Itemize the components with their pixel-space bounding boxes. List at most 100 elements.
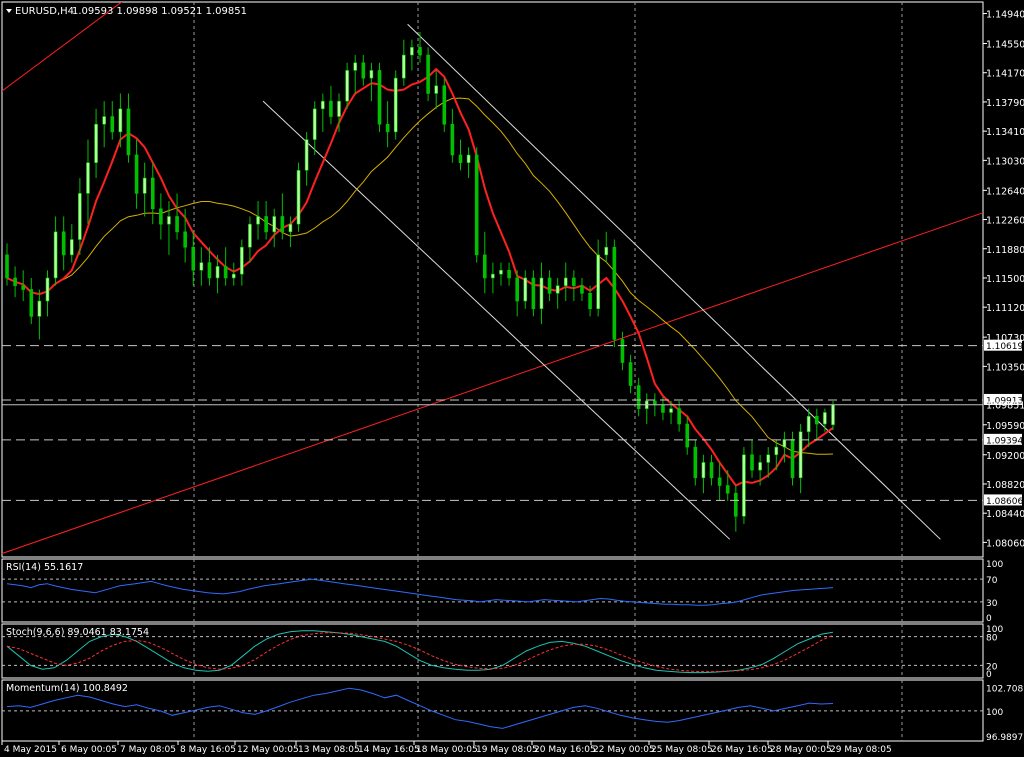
candle-body	[523, 277, 528, 302]
candle-body	[175, 216, 179, 233]
time-tick-label: 29 May 08:05	[830, 745, 892, 755]
ohlc-label: 1.09593 1.09898 1.09521 1.09851	[72, 6, 247, 17]
candle-body	[393, 77, 398, 133]
candle-body	[442, 85, 447, 125]
candle-body	[256, 216, 260, 225]
horizontal-levels[interactable]: 1.10619 1.09913 1.09394 1.08606 1.09851	[2, 339, 1024, 507]
indicator-tick-label: 30	[986, 599, 998, 609]
candle-body	[734, 492, 738, 517]
candle-body	[61, 231, 66, 256]
indicator-tick-label: 100	[986, 560, 1003, 570]
candle-body	[620, 339, 625, 363]
price-tick-label: 1.09590	[986, 421, 1024, 432]
time-tick-label: 18 May 00:05	[416, 745, 478, 755]
candle-body	[45, 277, 50, 302]
dropdown-arrow-icon[interactable]	[6, 9, 12, 13]
candle-body	[798, 431, 803, 479]
level-tag-label: 1.10619	[986, 342, 1023, 352]
candle-body	[167, 216, 171, 225]
candle-body	[29, 289, 34, 317]
candle-body	[288, 223, 293, 233]
indicator-series-line	[6, 578, 834, 606]
time-tick-label: 22 May 00:05	[593, 745, 655, 755]
candle-body	[53, 231, 58, 279]
candle-body	[5, 254, 9, 279]
channel-line-upper	[407, 23, 941, 540]
candlesticks	[5, 31, 835, 532]
candle-body	[547, 277, 552, 294]
candle-body	[296, 170, 301, 225]
candle-body	[361, 62, 366, 79]
indicator-tick-label: 70	[986, 576, 998, 586]
candle-body	[207, 262, 212, 279]
level-tag	[984, 393, 1022, 405]
candle-body	[402, 54, 406, 79]
trendline-support	[2, 212, 983, 555]
level-tag	[984, 339, 1022, 351]
time-tick-label: 4 May 2015	[4, 745, 57, 755]
candle-body	[231, 273, 236, 279]
candle-body	[742, 454, 746, 517]
candle-body	[21, 285, 25, 290]
candle-body	[369, 70, 374, 79]
candle-body	[701, 462, 706, 479]
candle-body	[215, 266, 220, 279]
indicator-name: Stoch(9,6,6) 89.0461 83.1754	[6, 627, 149, 638]
overlay-lines	[2, 2, 983, 555]
candle-body	[13, 277, 17, 286]
candle-body	[499, 269, 503, 275]
level-tag	[984, 433, 1022, 445]
time-tick-label: 25 May 08:05	[651, 745, 713, 755]
candle-body	[515, 277, 519, 302]
candle-body	[661, 404, 665, 413]
candle-body	[126, 108, 131, 156]
price-tick-label: 1.08820	[986, 480, 1024, 491]
indicator-name: RSI(14) 55.1617	[6, 562, 83, 573]
candle-body	[580, 285, 584, 294]
indicator-pane: RSI(14) 55.1617 100 70 30 0	[2, 560, 1003, 624]
symbol-label: EURUSD,H4	[15, 6, 74, 17]
indicator-tick-label: 100	[986, 708, 1003, 718]
candle-body	[337, 100, 341, 117]
candle-body	[450, 123, 455, 156]
indicator-series-line	[6, 687, 834, 729]
price-tick-label: 1.11120	[986, 303, 1024, 314]
indicator-tick-label: 96.9897	[986, 733, 1023, 743]
price-tick-label: 1.14550	[986, 40, 1024, 51]
time-tick-label: 14 May 16:05	[358, 745, 420, 755]
candle-body	[555, 285, 560, 294]
moving-average-fast	[6, 67, 834, 487]
candle-body	[725, 485, 730, 494]
price-tick-label: 1.14940	[986, 10, 1024, 21]
candle-body	[37, 300, 42, 317]
indicator-pane: Momentum(14) 100.8492 102.708 100 96.9897	[2, 683, 1023, 743]
candle-body	[272, 216, 277, 233]
level-tag-label: 1.08606	[986, 497, 1023, 507]
candle-body	[159, 208, 163, 225]
candle-body	[458, 154, 463, 163]
price-tick-label: 1.13790	[986, 98, 1024, 109]
moving-average-slow	[6, 97, 834, 455]
candle-body	[312, 108, 317, 140]
indicator-name: Momentum(14) 100.8492	[6, 683, 128, 694]
price-tick-label: 1.13030	[986, 156, 1024, 167]
candle-body	[118, 108, 123, 133]
price-axis: 1.14940 1.14550 1.14170 1.13790 1.13410 1.130…	[983, 10, 1024, 549]
price-tick-label: 1.08060	[986, 538, 1024, 549]
price-tick-label: 1.10730	[986, 333, 1024, 344]
indicator-frame	[1, 558, 984, 623]
candle-body	[612, 246, 617, 340]
candle-body	[790, 439, 795, 479]
candle-body	[758, 462, 762, 471]
candle-body	[434, 85, 438, 94]
candle-body	[815, 416, 819, 425]
price-tick-label: 1.12640	[986, 186, 1024, 197]
channel-line-lower	[262, 100, 731, 540]
time-tick-label: 13 May 08:05	[298, 745, 360, 755]
candle-body	[563, 277, 568, 286]
candle-body	[94, 123, 98, 163]
candle-body	[78, 193, 82, 240]
